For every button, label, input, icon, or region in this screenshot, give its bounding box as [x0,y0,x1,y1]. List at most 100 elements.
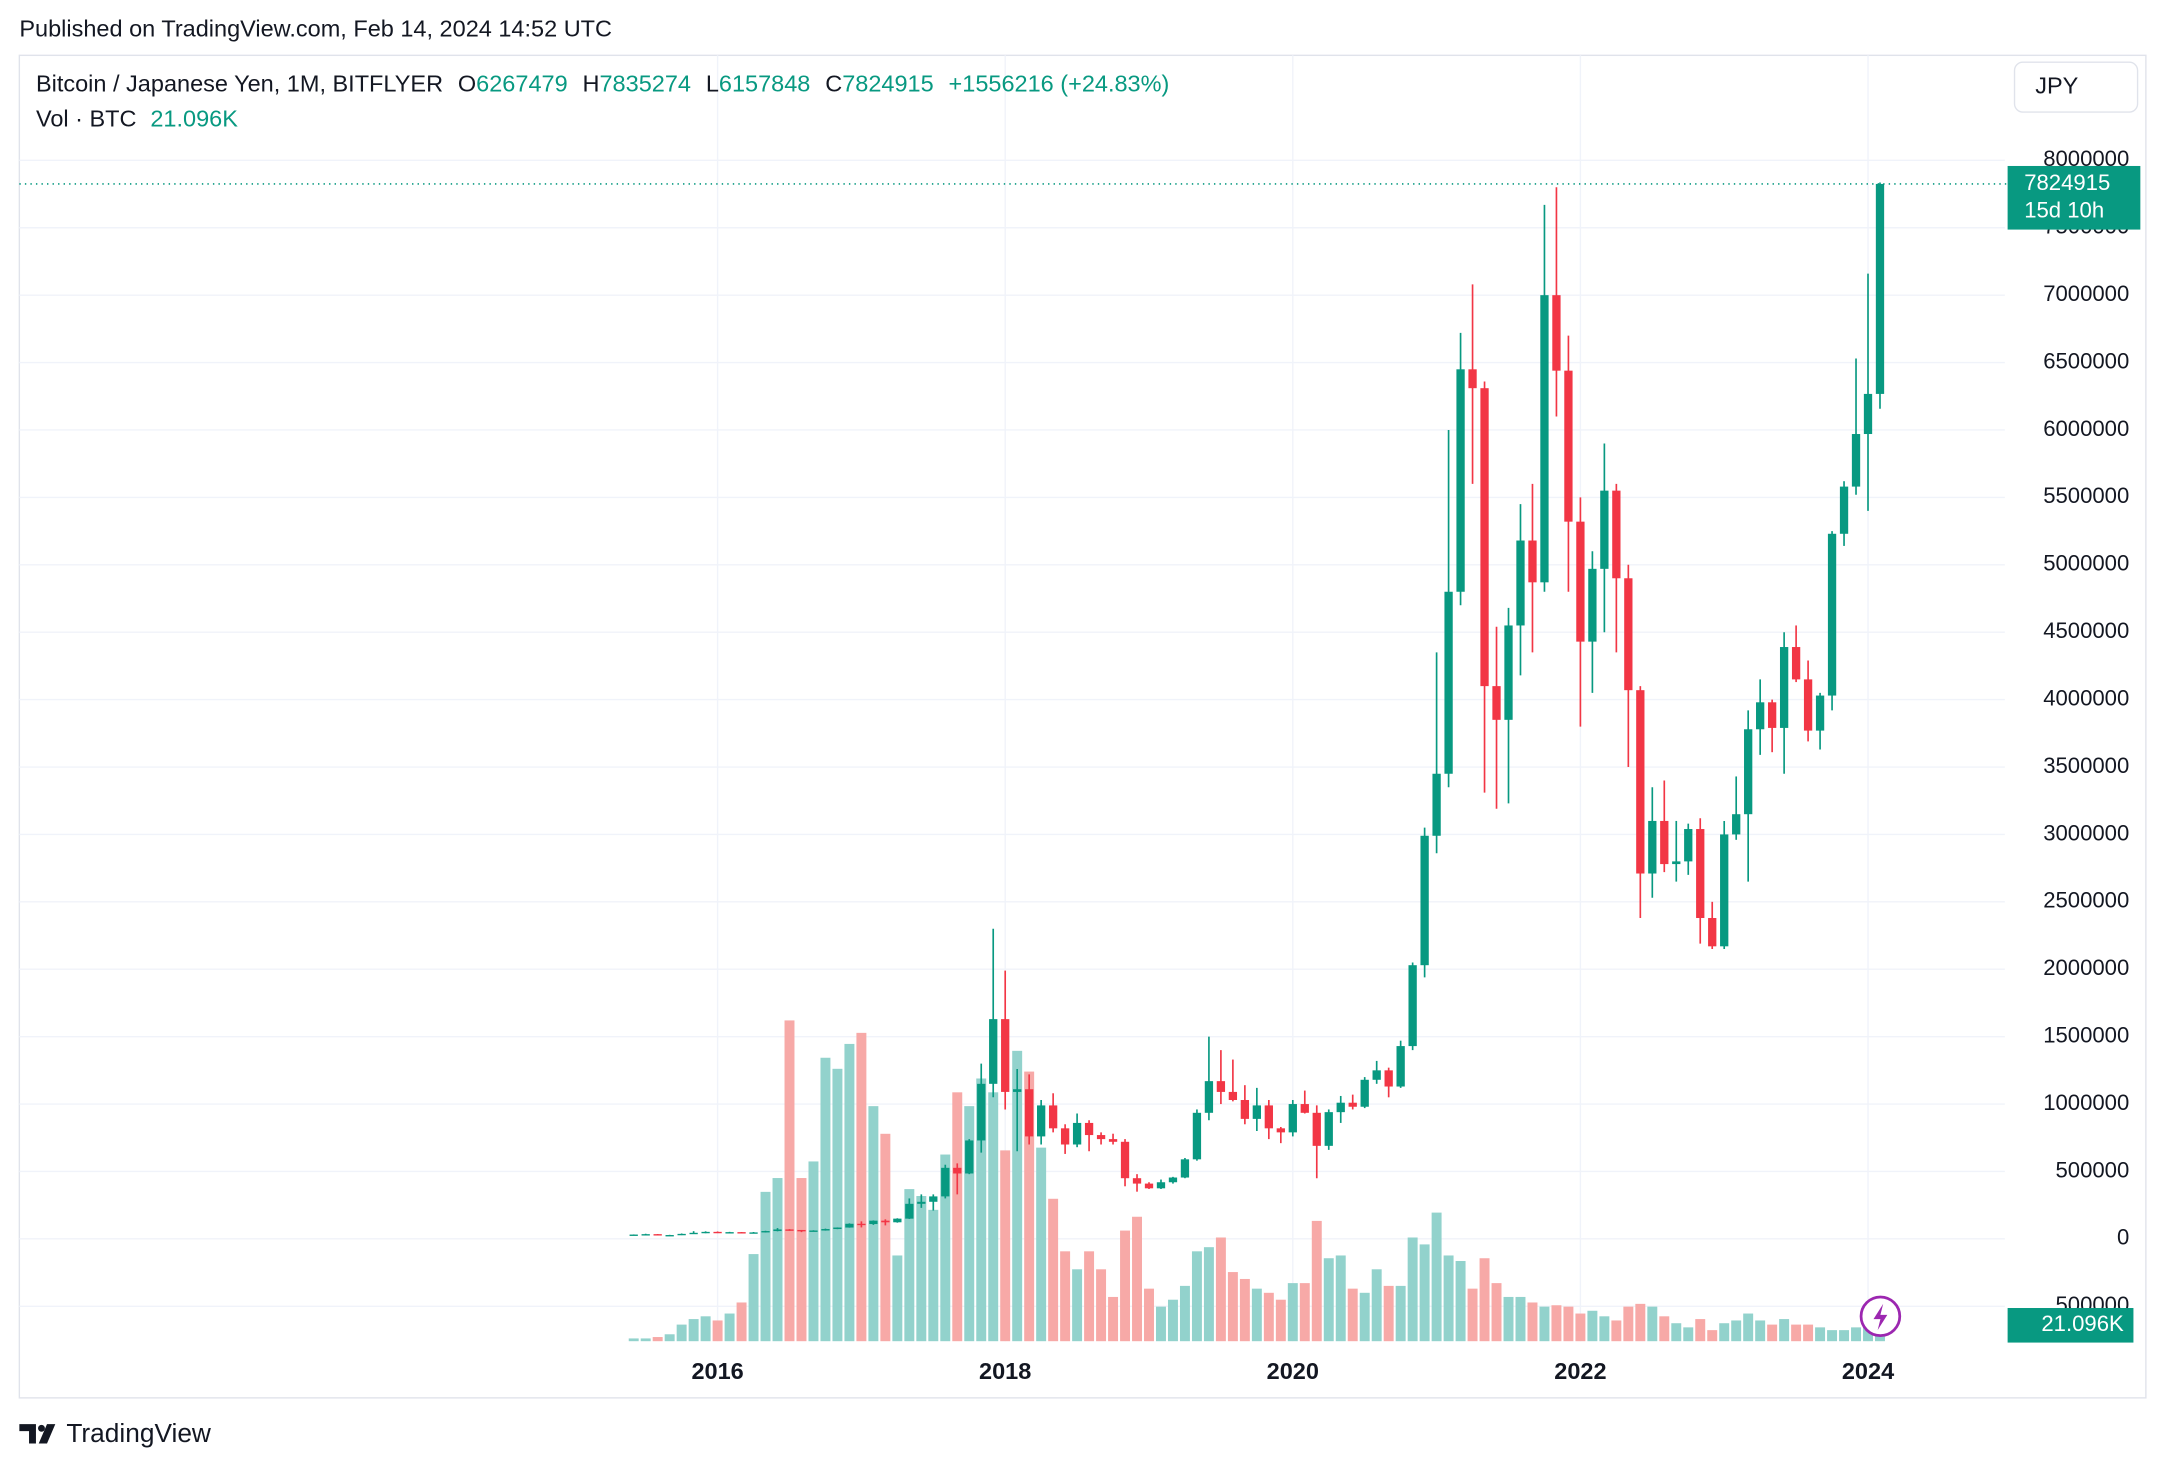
published-line: Published on TradingView.com, Feb 14, 20… [19,16,612,42]
candle-body [1192,1112,1202,1160]
volume-bar [1227,1272,1238,1342]
volume-legend: Vol · BTC 21.096K [36,106,238,132]
volume-bar [1431,1212,1442,1342]
x-tick-label: 2020 [1267,1358,1319,1384]
volume-bar [952,1092,963,1342]
candle-body [1336,1102,1345,1113]
x-tick-label: 2016 [691,1358,743,1384]
volume-bar [772,1178,783,1342]
y-tick-label: 2000000 [2043,955,2129,980]
candle-body [1216,1081,1226,1092]
candle-body [1468,369,1477,389]
volume-bar [1731,1320,1742,1342]
volume-bar [1839,1330,1850,1342]
candle-body [1480,388,1489,687]
candle-body [1684,829,1693,862]
volume-bar [1743,1313,1754,1342]
candle-body [1168,1177,1178,1183]
y-tick-label: 3000000 [2043,820,2129,845]
footer-logo: TradingView [19,1418,212,1448]
candle-body [689,1232,698,1235]
volume-bar [1467,1288,1478,1342]
volume-bar [1659,1316,1670,1342]
candle-body [701,1231,710,1234]
candle-body [1288,1104,1297,1133]
candle-body [1803,679,1813,731]
y-tick-label: 1000000 [2043,1090,2129,1115]
ohlc-value: 6267479 [476,71,567,97]
candle-layer [629,182,1885,1237]
volume-bar [1803,1324,1814,1342]
y-tick-label: 7000000 [2043,281,2129,306]
candle-body [1815,695,1825,731]
volume-bar [964,1106,975,1342]
volume-bar [1287,1283,1298,1342]
candle-body [1588,568,1597,642]
volume-bar [1767,1324,1778,1342]
candle-body [1732,814,1741,835]
volume-bar [700,1316,711,1342]
candle-body [629,1234,638,1236]
volume-bar [1167,1299,1178,1342]
volume-bar [712,1320,723,1342]
candle-body [1672,861,1681,865]
volume-bar [1671,1323,1682,1342]
volume-bar [676,1324,687,1342]
candle-body [1552,295,1561,371]
volume-bar [904,1189,915,1342]
candle-body [1648,820,1657,874]
candle-body [1084,1122,1094,1136]
candle-body [1528,540,1537,583]
volume-bar [1587,1310,1598,1342]
volume-bar [1707,1330,1718,1342]
candle-body [1516,540,1525,626]
candle-body [1096,1135,1106,1140]
candle-body [1791,647,1801,680]
volume-bar [1419,1244,1430,1342]
volume-bar [1036,1147,1047,1342]
y-tick-label: 6500000 [2043,348,2129,373]
currency-button[interactable] [2013,61,2139,113]
volume-bar [1515,1296,1526,1342]
volume-bar [880,1133,891,1342]
change: +1556216 (+24.83%) [949,71,1170,97]
candle-body [641,1234,650,1236]
candle-body [1660,820,1669,865]
volume-bar [1443,1255,1454,1342]
candle-body [1612,490,1621,579]
candle-body [1540,295,1549,583]
volume-bar [748,1254,759,1342]
volume-bar [1539,1306,1550,1342]
volume-bar [1719,1323,1730,1342]
volume-bar [1024,1071,1035,1342]
volume-bar [1815,1327,1826,1342]
volume-bar [1335,1255,1346,1342]
candle-body [1851,434,1861,487]
x-tick-label: 2024 [1842,1358,1894,1384]
candle-body [1456,369,1465,592]
flash-bolt [1873,1303,1888,1331]
y-tick-label: 1500000 [2043,1022,2129,1047]
candle-body [1744,729,1753,815]
volume-bar [940,1154,951,1342]
volume-bar [1275,1299,1286,1342]
candle-body [1720,834,1729,947]
volume-bar [1347,1288,1358,1342]
candle-body [1504,625,1513,720]
candle-body [749,1232,758,1234]
logo-icon [19,1424,56,1444]
candle-body [881,1220,890,1223]
candle-body [1276,1128,1285,1133]
candle-body [941,1167,950,1197]
volume-bar [1371,1269,1382,1342]
candle-body [797,1229,806,1232]
candle-body [1827,533,1837,696]
candle-body [1348,1102,1357,1107]
volume-bar [1191,1251,1202,1342]
candle-body [1408,965,1417,1047]
volume-bar [1203,1247,1214,1342]
candle-body [893,1218,902,1223]
volume-bar [1012,1050,1023,1342]
currency-label[interactable]: JPY [2035,72,2078,98]
